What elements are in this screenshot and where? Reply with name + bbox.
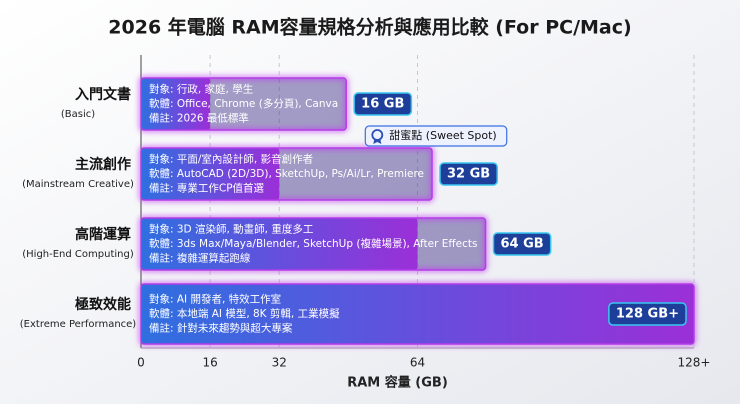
bar-detail: 軟體: 本地端 AI 模型, 8K 剪輯, 工業模擬 — [149, 307, 340, 320]
x-tick-label: 128+ — [678, 356, 711, 370]
bar-detail: 對象: 平面/室內設計師, 影音創作者 — [149, 153, 313, 166]
bar — [141, 284, 694, 344]
bar-detail: 對象: 行政, 家庭, 學生 — [149, 83, 253, 96]
bar-detail: 對象: 3D 渲染師, 動畫師, 重度多工 — [149, 223, 313, 236]
value-pill — [439, 162, 498, 186]
bar-detail: 備註: 複雜運算起跑線 — [149, 252, 251, 265]
category-label: 入門文書 — [75, 86, 131, 103]
annotation-box — [364, 125, 508, 147]
value-pill — [353, 92, 413, 116]
x-tick-label: 16 — [202, 356, 217, 370]
bar-detail: 對象: AI 開發者, 特效工作室 — [149, 293, 281, 306]
bar-border — [140, 217, 487, 271]
value-pill — [492, 232, 552, 256]
value-label: 16 GB — [361, 97, 404, 112]
x-tick-label: 64 — [410, 356, 425, 370]
bar-detail: 備註: 專業工作CP值首選 — [149, 182, 265, 195]
bar — [141, 78, 211, 130]
annotation-icon — [373, 139, 382, 144]
bar — [141, 148, 280, 200]
category-label: 高階運算 — [75, 226, 131, 243]
category-subtitle: (High-End Computing) — [22, 249, 134, 260]
bar-border — [140, 77, 347, 131]
category-subtitle: (Mainstream Creative) — [22, 179, 134, 190]
bar-border — [140, 283, 695, 345]
bar-detail: 軟體: AutoCAD (2D/3D), SketchUp, Ps/Ai/Lr,… — [149, 167, 424, 180]
x-tick-label: 0 — [137, 356, 145, 370]
x-axis-label: RAM 容量 (GB) — [347, 375, 448, 391]
category-label: 主流創作 — [75, 156, 131, 173]
annotation-text: 甜蜜點 (Sweet Spot) — [389, 128, 496, 142]
value-label: 32 GB — [447, 167, 490, 182]
category-subtitle: (Extreme Performance) — [20, 319, 137, 330]
chart-title: 2026 年電腦 RAM容量規格分析與應用比較 (For PC/Mac) — [108, 16, 631, 39]
category-subtitle: (Basic) — [61, 109, 95, 120]
bar-detail: 備註: 針對未來趨勢與超大專案 — [149, 322, 293, 335]
bar — [141, 218, 418, 270]
bar-border — [140, 147, 433, 201]
value-pill — [608, 302, 687, 326]
value-label: 128 GB+ — [616, 307, 679, 322]
category-label: 極致效能 — [75, 296, 131, 313]
value-label: 64 GB — [500, 237, 543, 252]
x-tick-label: 32 — [272, 356, 287, 370]
bar-detail: 軟體: Office, Chrome (多分頁), Canva — [149, 97, 338, 110]
bar-detail: 軟體: 3ds Max/Maya/Blender, SketchUp (複雜場景… — [149, 237, 477, 250]
bar-detail: 備註: 2026 最低標準 — [149, 112, 249, 125]
